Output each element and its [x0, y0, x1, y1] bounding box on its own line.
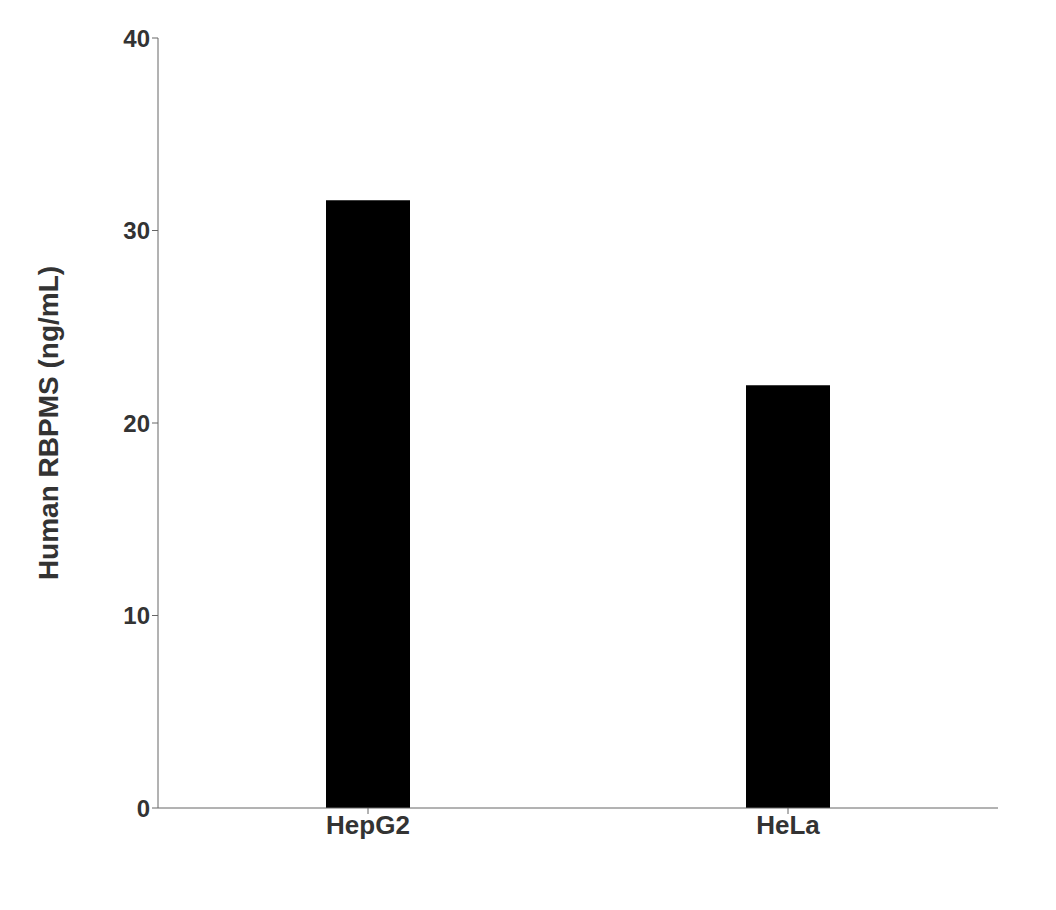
svg-text:30: 30 [123, 217, 150, 244]
svg-text:HepG2: HepG2 [326, 810, 410, 840]
svg-text:Human RBPMS (ng/mL): Human RBPMS (ng/mL) [33, 266, 64, 580]
svg-text:20: 20 [123, 410, 150, 437]
svg-text:10: 10 [123, 602, 150, 629]
svg-text:0: 0 [137, 795, 150, 822]
svg-text:40: 40 [123, 25, 150, 52]
svg-text:HeLa: HeLa [756, 810, 820, 840]
